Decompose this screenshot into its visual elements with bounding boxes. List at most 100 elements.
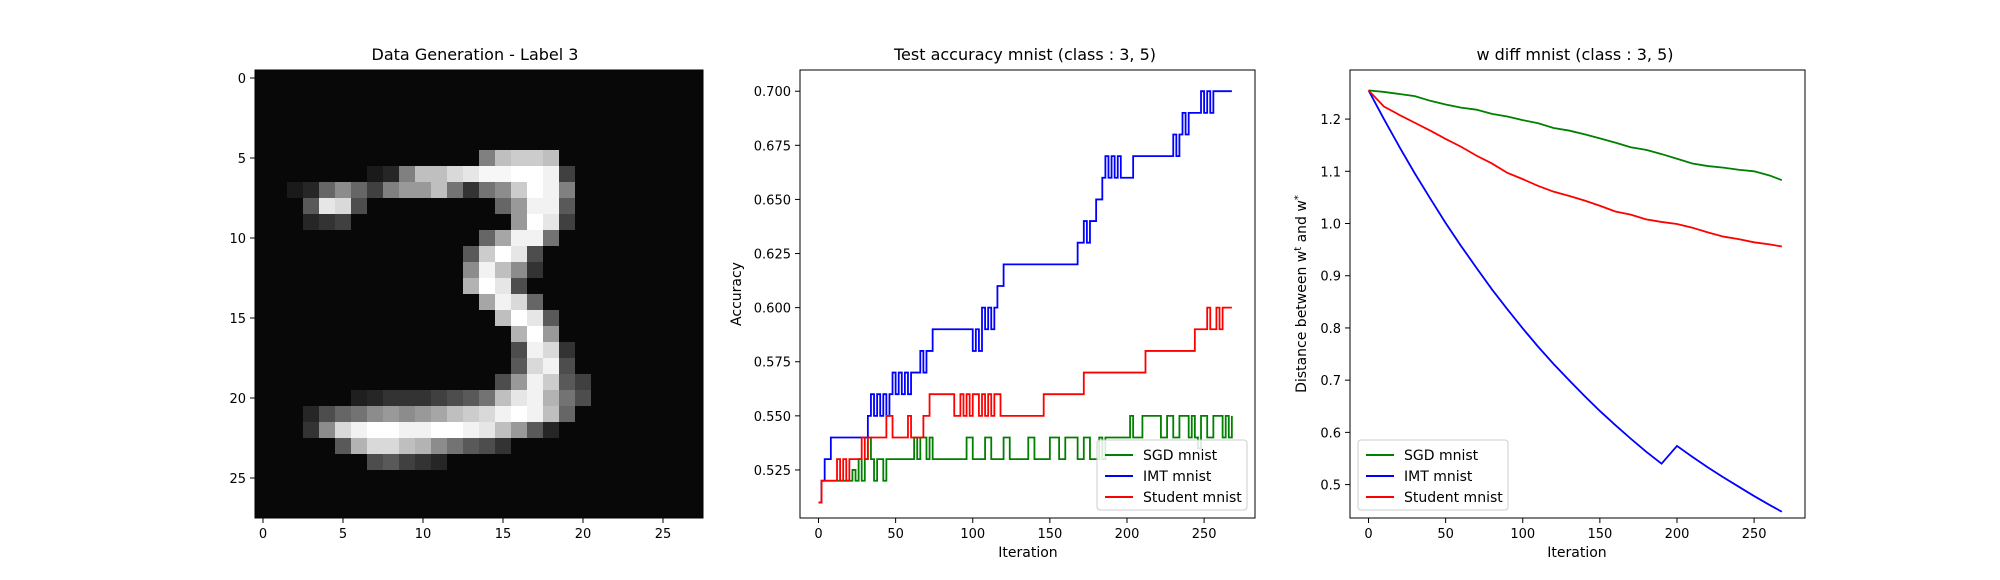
heatmap-cell xyxy=(383,230,400,247)
xtick-label: 50 xyxy=(887,527,904,542)
heatmap-cell xyxy=(335,406,352,423)
heatmap-cell xyxy=(463,470,480,487)
heatmap-cell xyxy=(431,198,448,215)
heatmap-cell xyxy=(687,342,704,359)
heatmap-cell xyxy=(623,374,640,391)
heatmap-cell xyxy=(255,102,272,119)
heatmap-cell xyxy=(607,214,624,231)
heatmap-cell xyxy=(495,86,512,103)
heatmap-cell xyxy=(367,102,384,119)
heatmap-cell xyxy=(687,422,704,439)
heatmap-cell xyxy=(335,102,352,119)
legend-label: IMT mnist xyxy=(1143,469,1212,485)
heatmap-cell xyxy=(687,470,704,487)
xtick-label: 250 xyxy=(1192,527,1217,542)
wdiff-ylabel-part: * xyxy=(1293,195,1304,200)
heatmap-cell xyxy=(687,198,704,215)
heatmap-cell xyxy=(511,102,528,119)
heatmap-cell xyxy=(687,438,704,455)
heatmap-cell xyxy=(383,246,400,263)
heatmap-cell xyxy=(303,310,320,327)
heatmap-cell xyxy=(687,310,704,327)
heatmap-cell xyxy=(303,150,320,167)
heatmap-cell xyxy=(463,166,480,183)
heatmap-cell xyxy=(383,86,400,103)
heatmap-cell xyxy=(287,230,304,247)
heatmap-cell xyxy=(495,278,512,295)
heatmap-cell xyxy=(543,214,560,231)
xtick-label: 50 xyxy=(1437,527,1454,542)
heatmap-cell xyxy=(351,86,368,103)
heatmap-cell xyxy=(415,310,432,327)
heatmap-cell xyxy=(415,262,432,279)
heatmap-cell xyxy=(527,278,544,295)
heatmap-cell xyxy=(255,150,272,167)
heatmap-cell xyxy=(623,294,640,311)
heatmap-cell xyxy=(287,390,304,407)
heatmap-cell xyxy=(319,166,336,183)
heatmap-cell xyxy=(271,358,288,375)
heatmap-cell xyxy=(399,70,416,87)
heatmap-cell xyxy=(303,422,320,439)
heatmap-cell xyxy=(511,182,528,199)
heatmap-cell xyxy=(399,182,416,199)
heatmap-cell xyxy=(255,294,272,311)
heatmap-cell xyxy=(431,150,448,167)
heatmap-cell xyxy=(479,246,496,263)
heatmap-cell xyxy=(687,326,704,343)
heatmap-cell xyxy=(335,262,352,279)
heatmap-cell xyxy=(431,502,448,519)
heatmap-cell xyxy=(591,502,608,519)
heatmap-cell xyxy=(287,470,304,487)
heatmap-cell xyxy=(575,374,592,391)
heatmap-cell xyxy=(511,294,528,311)
heatmap-cell xyxy=(575,422,592,439)
heatmap-cell xyxy=(479,278,496,295)
heatmap-cell xyxy=(383,406,400,423)
heatmap-cell xyxy=(639,502,656,519)
heatmap-cell xyxy=(399,86,416,103)
heatmap-cell xyxy=(543,358,560,375)
heatmap-cell xyxy=(319,390,336,407)
heatmap-cell xyxy=(271,326,288,343)
legend-label: Student mnist xyxy=(1404,490,1503,506)
heatmap-cell xyxy=(447,310,464,327)
heatmap-cell xyxy=(575,70,592,87)
heatmap-cell xyxy=(591,150,608,167)
heatmap-cell xyxy=(447,86,464,103)
heatmap-cell xyxy=(463,182,480,199)
heatmap-cell xyxy=(335,326,352,343)
heatmap-cell xyxy=(463,198,480,215)
series-line xyxy=(1367,89,1783,248)
heatmap-ticks: 0 5 10 15 20 25 0 5 10 15 20 25 xyxy=(229,72,671,542)
heatmap-cell xyxy=(575,118,592,135)
heatmap-cell xyxy=(479,374,496,391)
heatmap-cell xyxy=(687,294,704,311)
heatmap-cell xyxy=(351,486,368,503)
heatmap-cell xyxy=(671,486,688,503)
heatmap-cell xyxy=(687,134,704,151)
heatmap-cell xyxy=(303,134,320,151)
heatmap-cell xyxy=(575,470,592,487)
heatmap-cell xyxy=(383,134,400,151)
heatmap-cell xyxy=(447,102,464,119)
heatmap-cell xyxy=(671,134,688,151)
heatmap-cell xyxy=(495,310,512,327)
legend-label: IMT mnist xyxy=(1404,469,1473,485)
heatmap-cell xyxy=(591,182,608,199)
heatmap-cell xyxy=(671,358,688,375)
heatmap-cell xyxy=(527,86,544,103)
heatmap-cell xyxy=(271,422,288,439)
heatmap-cell xyxy=(303,294,320,311)
heatmap-cell xyxy=(607,118,624,135)
heatmap-cell xyxy=(655,86,672,103)
heatmap-cell xyxy=(431,406,448,423)
heatmap-cell xyxy=(623,422,640,439)
heatmap-cell xyxy=(463,134,480,151)
heatmap-cell xyxy=(367,262,384,279)
legend-label: SGD mnist xyxy=(1143,448,1218,464)
heatmap-xtick-label: 15 xyxy=(495,527,512,542)
heatmap-cell xyxy=(607,294,624,311)
heatmap-cell xyxy=(687,182,704,199)
heatmap-cell xyxy=(607,246,624,263)
